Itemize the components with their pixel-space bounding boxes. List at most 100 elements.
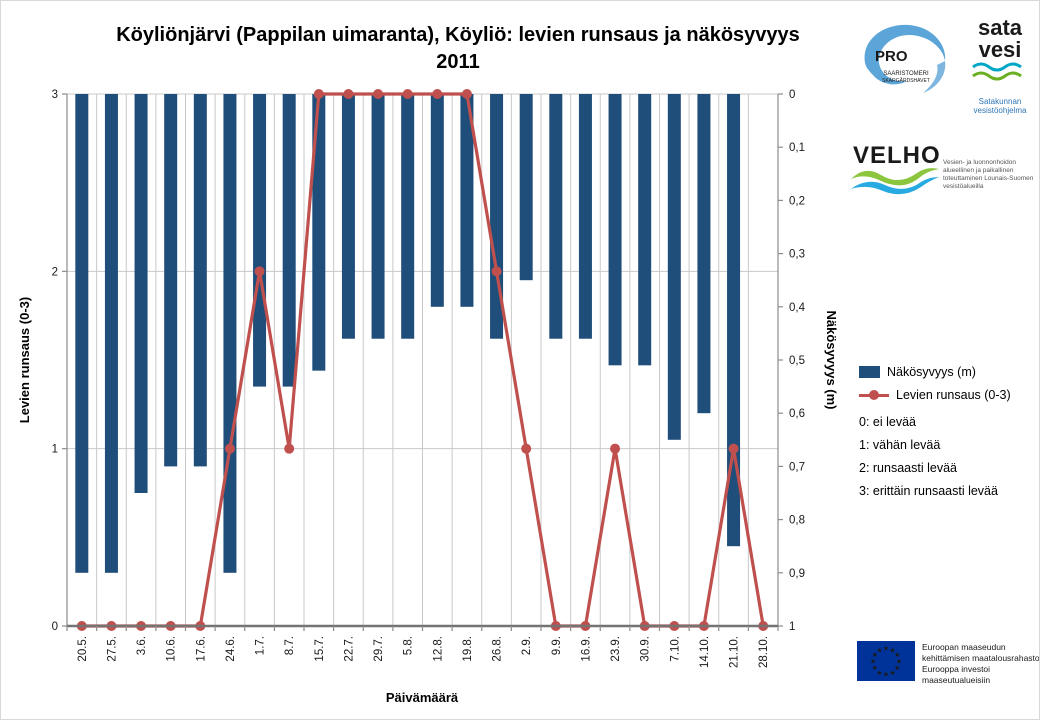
eu-star-icon: ★ [872, 651, 878, 659]
bar-nakosyvyys [727, 94, 741, 547]
right-axis-title: Näkösyvyys (m) [824, 311, 839, 410]
right-tick-label: 0,8 [789, 515, 805, 527]
satavesi-wave2-icon [972, 71, 1022, 81]
legend-scale-notes: 0: ei levää 1: vähän levää 2: runsaasti … [859, 411, 1039, 503]
left-tick-label: 3 [52, 89, 58, 101]
right-tick-label: 0,9 [789, 568, 805, 580]
x-tick-label: 22.7. [343, 636, 355, 662]
legend-label-nakosyvyys: Näkösyvyys (m) [887, 365, 976, 379]
bar-nakosyvyys [638, 94, 652, 366]
satavesi-logo: sata vesi Satakunnan vesistöohjelma [961, 13, 1039, 125]
eu-star-icon: ★ [894, 651, 900, 659]
bar-nakosyvyys [75, 94, 89, 573]
eu-funding-note: ★ ★ ★ ★ ★ ★ ★ ★ ★ ★ ★ ★ Euroopan maaseudun kehittäm… [857, 641, 1040, 686]
bar-nakosyvyys [371, 94, 385, 339]
pro-wave-icon: PRO SAARISTOMERI SKÄRGÅRDSHAVET [864, 24, 946, 93]
velho-wave-green-icon [851, 168, 939, 186]
bar-nakosyvyys [430, 94, 444, 307]
eu-text-line1: Euroopan maaseudun [922, 642, 1006, 652]
left-tick-label: 2 [52, 266, 58, 278]
pro-saaristomeri-logo: PRO SAARISTOMERI SKÄRGÅRDSHAVET [851, 17, 961, 107]
eu-text-line3: Eurooppa investoi maaseutualueisiin [922, 664, 991, 686]
legend-item-levien-runsaus: Levien runsaus (0-3) [859, 388, 1039, 402]
chart-title-line2: 2011 [436, 51, 479, 73]
x-tick-label: 21.10. [729, 636, 741, 668]
bar-nakosyvyys [341, 94, 355, 339]
legend-line-marker-swatch-icon [859, 389, 889, 401]
line-marker [343, 89, 354, 99]
right-tick-label: 0,6 [789, 408, 805, 420]
x-tick-label: 20.5. [77, 636, 89, 662]
x-tick-label: 17.6. [195, 636, 207, 662]
x-tick-label: 1.7. [255, 636, 267, 655]
bar-nakosyvyys [282, 94, 296, 387]
chart-canvas: Köyliönjärvi (Pappilan uimaranta), Köyli… [17, 24, 839, 705]
satavesi-word1: sata [978, 15, 1023, 40]
x-tick-label: 3.6. [136, 636, 148, 655]
line-marker [402, 89, 413, 99]
x-axis-title: Päivämäärä [386, 690, 459, 705]
line-marker [284, 443, 295, 454]
x-tick-label: 19.8. [462, 636, 474, 662]
x-tick-label: 5.8. [403, 636, 415, 655]
bar-nakosyvyys [193, 94, 207, 467]
bar-nakosyvyys [549, 94, 563, 339]
bar-nakosyvyys [519, 94, 533, 281]
x-tick-label: 15.7. [314, 636, 326, 662]
bar-nakosyvyys [312, 94, 326, 371]
x-tick-label: 7.10. [669, 636, 681, 662]
scale-note-0: 0: ei levää [859, 415, 916, 429]
satavesi-wave-icon [972, 62, 1022, 72]
bar-nakosyvyys [401, 94, 415, 339]
eu-text-line2: kehittämisen maatalousrahasto: [922, 653, 1040, 664]
x-tick-label: 26.8. [492, 636, 504, 662]
velho-logo-text: VELHO [853, 142, 941, 169]
eu-star-icon: ★ [883, 671, 889, 679]
eu-star-icon: ★ [870, 658, 876, 666]
eu-star-icon: ★ [889, 646, 895, 654]
x-tick-label: 29.7. [373, 636, 385, 662]
pro-logo-caption2: SKÄRGÅRDSHAVET [882, 77, 930, 84]
scale-note-2: 2: runsaasti levää [859, 461, 957, 475]
chart-title-line1: Köyliönjärvi (Pappilan uimaranta), Köyli… [116, 24, 800, 46]
velho-logo: VELHO Vesien- ja luonnonhoidon alueellin… [847, 137, 1039, 209]
bar-nakosyvyys [490, 94, 504, 339]
line-marker [610, 443, 621, 454]
pro-logo-text: PRO [875, 48, 908, 65]
bar-nakosyvyys [578, 94, 592, 339]
bar-nakosyvyys [460, 94, 474, 307]
line-marker [254, 266, 265, 277]
right-tick-label: 0,7 [789, 461, 805, 473]
line-marker [373, 89, 384, 99]
eu-star-icon: ★ [876, 669, 882, 677]
eu-star-icon: ★ [894, 664, 900, 672]
bar-nakosyvyys [134, 94, 148, 493]
scale-note-1: 1: vähän levää [859, 438, 941, 452]
bar-nakosyvyys [104, 94, 118, 573]
satavesi-icon: sata vesi [972, 15, 1023, 81]
line-marker [728, 443, 739, 454]
left-axis-title: Levien runsaus (0-3) [17, 297, 32, 423]
right-tick-label: 1 [789, 621, 795, 633]
velho-wave-blue-icon [851, 177, 939, 195]
pro-logo-caption1: SAARISTOMERI [883, 71, 929, 77]
bar-nakosyvyys [667, 94, 681, 440]
right-tick-label: 0,3 [789, 249, 805, 261]
bar-nakosyvyys [608, 94, 622, 366]
bar-nakosyvyys [223, 94, 237, 573]
x-tick-label: 9.9. [551, 636, 563, 655]
bar-nakosyvyys [697, 94, 711, 414]
right-tick-label: 0,5 [789, 355, 805, 367]
eu-star-icon: ★ [876, 646, 882, 654]
line-marker [432, 89, 443, 99]
x-tick-label: 28.10. [758, 636, 770, 668]
eu-star-icon: ★ [896, 658, 902, 666]
line-marker [491, 266, 502, 277]
legend-item-nakosyvyys: Näkösyvyys (m) [859, 365, 1039, 379]
eu-flag-icon: ★ ★★★★★★★★★★★ [857, 641, 915, 681]
bar-nakosyvyys [253, 94, 267, 387]
right-tick-label: 0 [789, 89, 795, 101]
eu-star-icon: ★ [872, 664, 878, 672]
satavesi-word2: vesi [979, 37, 1022, 62]
